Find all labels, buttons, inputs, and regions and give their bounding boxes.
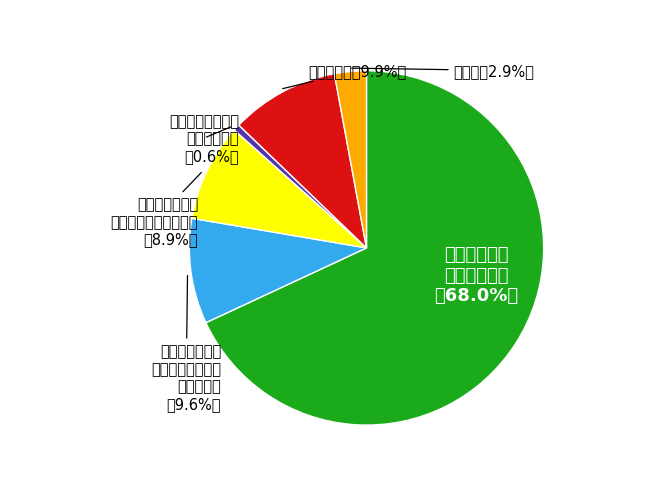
Text: いずれは市外に
引っ越すかもしれない
（8.9%）: いずれは市外に 引っ越すかもしれない （8.9%） xyxy=(111,173,201,247)
Text: 茨木市内の別の
場所に引っ越すか
もしれない
（9.6%）: 茨木市内の別の 場所に引っ越すか もしれない （9.6%） xyxy=(151,276,221,411)
Wedge shape xyxy=(334,72,366,248)
Text: すぐにでも市外に
引っ越したい
（0.6%）: すぐにでも市外に 引っ越したい （0.6%） xyxy=(169,114,239,163)
Text: 現在の場所に
住み続けたい
（68.0%）: 現在の場所に 住み続けたい （68.0%） xyxy=(434,245,519,305)
Text: わからない（9.9%）: わからない（9.9%） xyxy=(282,64,407,89)
Text: 無回答（2.9%）: 無回答（2.9%） xyxy=(352,64,535,79)
Wedge shape xyxy=(239,75,366,248)
Wedge shape xyxy=(234,126,366,248)
Wedge shape xyxy=(189,219,366,323)
Wedge shape xyxy=(206,72,544,425)
Wedge shape xyxy=(192,131,366,248)
